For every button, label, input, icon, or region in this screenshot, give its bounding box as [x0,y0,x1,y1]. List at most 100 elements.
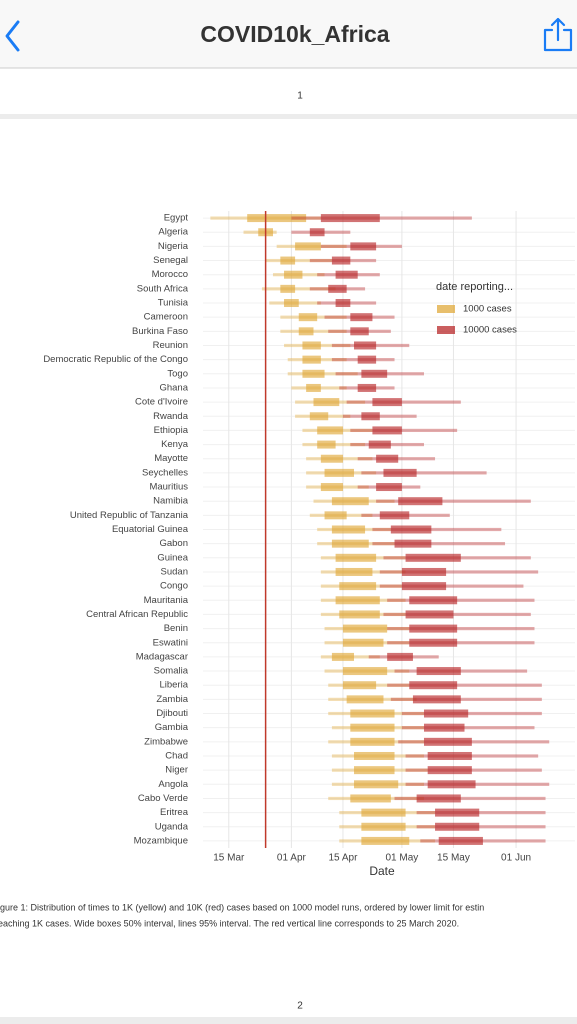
category-label: Democratic Republic of the Congo [43,354,188,365]
x-tick-label: 01 Jun [501,853,531,864]
x-tick-label: 15 May [437,853,470,864]
interval-box [361,822,406,831]
interval-line [416,825,546,829]
interval-box [309,228,325,237]
category-label: Benin [164,623,188,634]
category-label: Zambia [156,694,188,705]
legend-label: 1000 cases [463,304,512,315]
interval-box [350,709,395,718]
interval-box [427,780,476,789]
interval-box [390,525,432,534]
interval-line [401,711,542,716]
interval-box [298,313,318,322]
interval-box [350,723,395,732]
interval-box [350,327,369,336]
interval-line [265,258,332,263]
legend-label: 10000 cases [463,325,517,336]
interval-box [405,553,461,562]
interval-box [295,242,321,251]
interval-box [335,299,351,308]
interval-box [357,383,377,392]
interval-box [427,751,472,760]
interval-box [346,695,384,704]
interval-box [423,737,472,746]
category-label: Gambia [155,722,189,733]
interval-box [435,808,480,817]
interval-box [280,256,296,265]
x-tick-label: 15 Mar [213,853,245,864]
interval-line [291,216,472,220]
category-label: Cote d'Ivoire [135,397,188,408]
interval-box [320,483,343,492]
interval-line [390,697,542,701]
interval-box [376,483,402,492]
page-number: 2 [297,1001,303,1012]
category-label: Guinea [157,552,188,563]
chart: 15 Mar 01 Apr 15 Apr 01 May 15 May 01 Jun Date… [43,211,575,878]
interval-box [335,270,358,279]
back-button[interactable] [5,20,20,52]
category-label: Djibouti [156,708,188,719]
interval-box [350,737,395,746]
interval-box [339,610,380,619]
category-label: Senegal [153,255,188,266]
category-label: Cabo Verde [138,793,188,804]
category-label: United Republic of Tanzania [70,510,189,521]
interval-line [376,499,531,503]
category-label: Seychelles [142,467,188,478]
category-label: Central African Republic [86,609,188,620]
category-label: Ethiopia [154,425,189,436]
interval-line [383,612,531,617]
interval-box [331,539,369,548]
interval-box [335,567,373,576]
category-label: Zimbabwe [144,736,188,747]
category-label: Rwanda [153,411,189,422]
interval-box [331,256,351,265]
category-label: Algeria [158,227,188,238]
interval-box [372,398,402,407]
category-label: Somalia [154,666,189,677]
category-label: Nigeria [158,241,189,252]
interval-box [354,766,395,775]
interval-box [361,369,388,378]
category-label: Cameroon [144,312,188,323]
nav-bar [0,0,577,68]
interval-box [409,681,458,690]
interval-box [309,412,329,421]
interval-box [409,624,458,633]
interval-box [435,822,480,831]
interval-box [324,468,355,477]
interval-box [412,695,461,704]
caption-line: igure 1: Distribution of times to 1K (ye… [0,902,484,912]
interval-line [346,400,461,404]
interval-box [324,511,347,520]
category-label: Kenya [161,439,189,450]
category-label: Angola [158,779,188,790]
interval-box [342,638,384,647]
interval-box [383,468,417,477]
interval-box [368,440,391,449]
x-tick-label: 01 May [385,853,418,864]
interval-box [416,667,461,676]
category-label: Mayotte [154,453,188,464]
interval-box [350,242,377,251]
category-label: Egypt [164,213,189,224]
legend-title: date reporting... [436,281,513,293]
interval-box [427,766,472,775]
interval-line [387,641,535,645]
interval-box [331,525,366,534]
category-label: Mauritania [144,595,189,606]
interval-box [357,355,377,364]
document-title: COVID10k_Africa [200,21,389,47]
interval-box [328,284,347,293]
category-label: Morocco [152,269,188,280]
category-label: Chad [165,751,188,762]
legend-swatch [437,305,455,313]
interval-box [302,341,321,350]
category-label: Gabon [159,538,188,549]
interval-box [317,440,336,449]
interval-box [335,596,380,605]
share-button[interactable] [543,17,573,52]
page-number: 1 [297,91,303,102]
category-label: Madagascar [136,651,188,662]
